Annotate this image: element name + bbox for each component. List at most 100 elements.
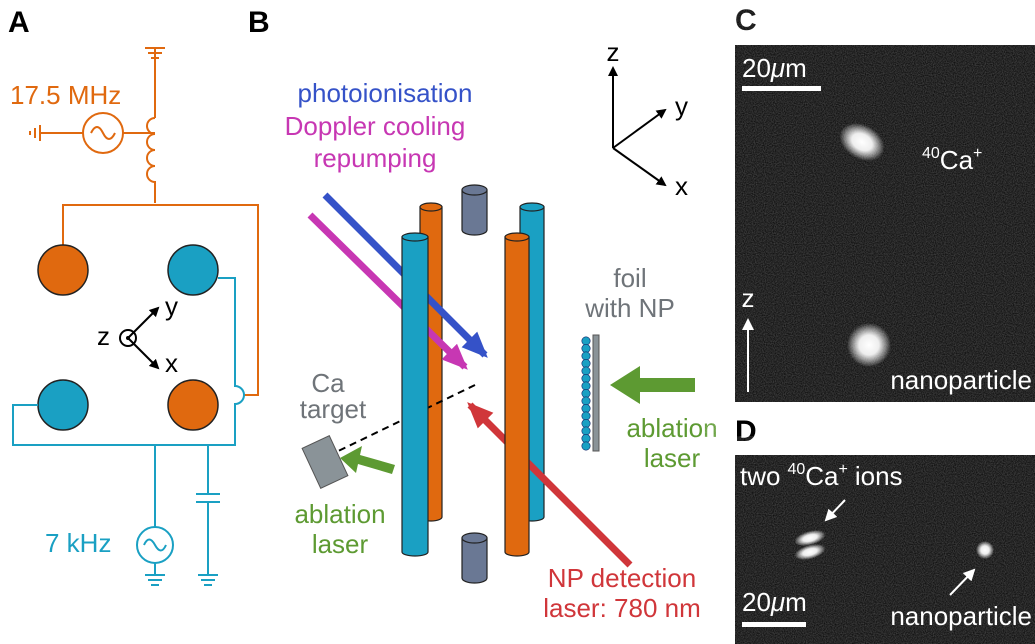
ablation-arrow: [610, 366, 695, 404]
number: 20: [742, 587, 771, 617]
axis-label: x: [165, 348, 178, 378]
rf-electrode: [38, 245, 88, 295]
nanoparticle: [582, 389, 590, 397]
nanoparticle: [582, 367, 590, 375]
beam-label: photoionisation: [298, 78, 473, 108]
dc-electrode: [168, 245, 218, 295]
nanoparticle: [582, 442, 590, 450]
panel-label: C: [735, 4, 757, 37]
dc-electrode: [38, 380, 88, 430]
rod-top: [505, 233, 529, 241]
mass: 40: [787, 461, 805, 478]
dc-frequency: 7 kHz: [45, 528, 111, 558]
panel-label: D: [735, 415, 757, 448]
ablation-label: ablation: [626, 413, 717, 443]
scale-bar: [742, 622, 806, 627]
beam-label: Doppler cooling: [285, 111, 466, 141]
target-label: target: [300, 394, 367, 424]
page: Figure {"panels": { "a": {"label": "A", …: [0, 0, 1035, 644]
unit: m: [785, 53, 807, 83]
axis-label: z: [607, 37, 620, 67]
end-cap-top: [462, 533, 487, 543]
detection-beam: [470, 405, 630, 565]
axis-label: y: [675, 91, 688, 121]
source-wire: [30, 125, 155, 141]
rod-top: [402, 233, 428, 241]
sine: [91, 127, 115, 139]
panel-label: B: [248, 6, 270, 39]
nanoparticle: [582, 359, 590, 367]
charge: +: [973, 145, 982, 162]
particle-label: nanoparticle: [890, 601, 1032, 631]
rf-electrode: [168, 380, 218, 430]
element: Ca: [805, 461, 839, 491]
rod: [505, 237, 529, 556]
panel-label: A: [8, 6, 30, 39]
detection-label: NP detection: [548, 563, 696, 593]
particle-label: nanoparticle: [890, 365, 1032, 395]
rod-top: [520, 203, 544, 211]
charge: +: [839, 461, 848, 478]
axis-arrow: [128, 308, 158, 338]
count: two: [740, 461, 780, 491]
nanoparticle: [582, 337, 590, 345]
end-caps: [462, 185, 487, 583]
mass: 40: [922, 145, 940, 162]
beam-label: repumping: [314, 143, 437, 173]
axis-label: x: [675, 171, 688, 201]
axis-arrow: [613, 110, 665, 148]
ablation-label: ablation: [294, 499, 385, 529]
panel-d: D two 40Ca+ ions 20μm nanoparticle: [735, 415, 1035, 644]
rod-top: [420, 203, 442, 211]
scale-bar-label: 20μm: [742, 53, 807, 83]
ablation-label: laser: [644, 443, 701, 473]
nanoparticle: [582, 374, 590, 382]
rods-front: [402, 233, 529, 556]
element: Ca: [940, 145, 974, 175]
figure: A 17.5 MHz 7 kHz z: [0, 0, 1035, 644]
nanoparticle: [582, 404, 590, 412]
foil-sheet: [593, 335, 599, 451]
ca-target: [302, 436, 348, 489]
number: 20: [742, 53, 771, 83]
end-cap-top: [462, 185, 487, 195]
prefix: μ: [770, 53, 785, 83]
nanoparticle: [582, 412, 590, 420]
electrode-wire: [63, 205, 258, 395]
foil-label: foil: [613, 263, 646, 293]
ground: [145, 48, 165, 118]
nanoparticle: [582, 344, 590, 352]
axis-label: z: [97, 321, 110, 351]
body: A 17.5 MHz 7 kHz z: [0, 0, 1035, 644]
detection-label: laser: 780 nm: [543, 593, 701, 623]
foil-label: with NP: [584, 293, 675, 323]
axis-arrow: [613, 148, 665, 185]
ablation-arrow: [340, 446, 395, 474]
axes: z y x: [607, 37, 689, 201]
rod: [402, 237, 428, 556]
scale-bar-label: 20μm: [742, 587, 807, 617]
foil: [582, 335, 599, 451]
axis-arrow: [128, 338, 158, 368]
nanoparticle: [582, 397, 590, 405]
nanoparticle: [582, 382, 590, 390]
rf-frequency: 17.5 MHz: [10, 80, 121, 110]
nanoparticle-image: [847, 323, 891, 367]
nanoparticles: [582, 337, 590, 450]
end-cap: [462, 190, 487, 235]
noun: ions: [855, 461, 903, 491]
panel-a: A 17.5 MHz 7 kHz z: [8, 6, 258, 585]
axis-label: z: [742, 283, 755, 313]
axis-label: y: [165, 291, 178, 321]
end-cap: [462, 538, 487, 583]
nanoparticle: [582, 352, 590, 360]
panel-c: C 20μm 40Ca+ z nanoparticle: [735, 4, 1035, 402]
prefix: μ: [770, 587, 785, 617]
scale-bar: [742, 86, 821, 91]
nanoparticle: [582, 434, 590, 442]
nanoparticle: [582, 419, 590, 427]
nanoparticle-image: [976, 541, 994, 559]
capacitor: [196, 445, 220, 585]
nanoparticle: [582, 427, 590, 435]
coil: [147, 118, 155, 203]
